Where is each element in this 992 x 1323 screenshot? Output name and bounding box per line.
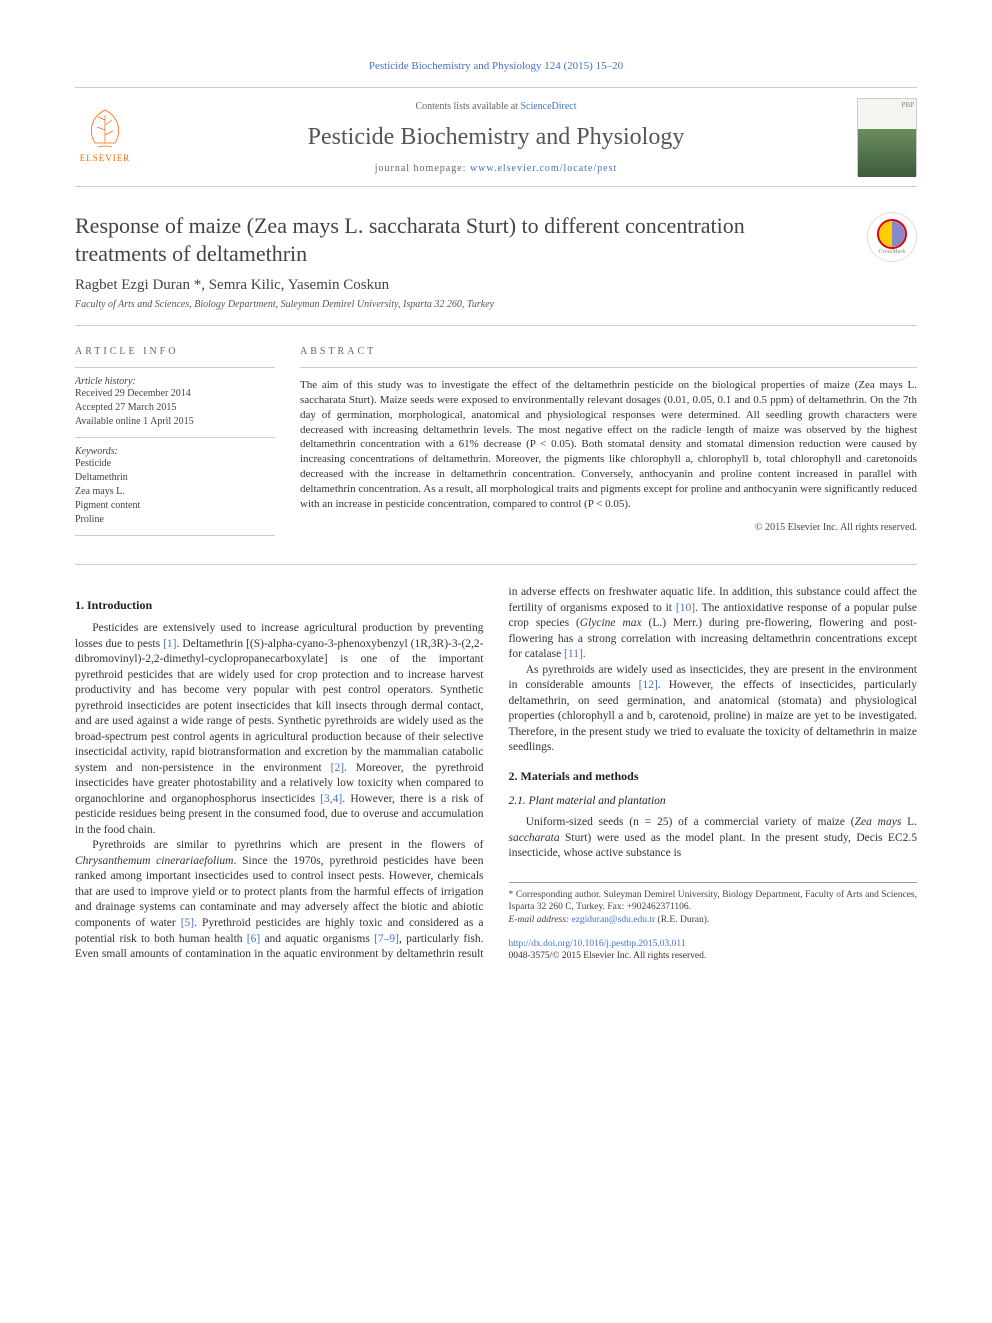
ref-7-9[interactable]: [7–9] (374, 933, 399, 945)
keywords-label: Keywords: (75, 446, 275, 457)
doi-block: http://dx.doi.org/10.1016/j.pestbp.2015.… (509, 938, 918, 963)
homepage-link[interactable]: www.elsevier.com/locate/pest (470, 163, 617, 174)
methods-heading: 2. Materials and methods (509, 768, 918, 784)
journal-cover-thumb[interactable]: PBP (857, 98, 917, 176)
keyword-5: Proline (75, 513, 275, 527)
corresponding-author-footnote: * Corresponding author. Suleyman Demirel… (509, 882, 918, 926)
species-name-3: Zea mays (855, 816, 902, 828)
text-span: and aquatic organisms (260, 933, 374, 945)
issn-line: 0048-3575/© 2015 Elsevier Inc. All right… (509, 950, 918, 962)
ref-5[interactable]: [5] (181, 917, 194, 929)
cover-letters: PBP (858, 99, 916, 129)
text-span: . (583, 648, 586, 660)
history-label: Article history: (75, 376, 275, 387)
crossmark-badge[interactable]: CrossMark (867, 212, 917, 262)
sciencedirect-link[interactable]: ScienceDirect (520, 101, 576, 112)
crossmark-label: CrossMark (879, 249, 906, 255)
abstract-label: ABSTRACT (300, 346, 917, 357)
text-span: L. (901, 816, 917, 828)
elsevier-label: ELSEVIER (80, 153, 131, 163)
doi-link[interactable]: http://dx.doi.org/10.1016/j.pestbp.2015.… (509, 939, 686, 949)
intro-p1: Pesticides are extensively used to incre… (75, 621, 484, 838)
affiliation: Faculty of Arts and Sciences, Biology De… (75, 299, 917, 310)
abstract-section: ABSTRACT The aim of this study was to in… (300, 346, 917, 544)
methods-p1: Uniform-sized seeds (n = 25) of a commer… (509, 815, 918, 862)
species-name-2: Glycine max (580, 617, 642, 629)
homepage-line: journal homepage: www.elsevier.com/locat… (135, 163, 857, 174)
top-citation: Pesticide Biochemistry and Physiology 12… (75, 60, 917, 72)
keyword-2: Deltamethrin (75, 471, 275, 485)
intro-heading: 1. Introduction (75, 597, 484, 613)
intro-p3: As pyrethroids are widely used as insect… (509, 663, 918, 756)
homepage-prefix: journal homepage: (375, 163, 470, 174)
corr-address: * Corresponding author. Suleyman Demirel… (509, 889, 918, 914)
abstract-copyright: © 2015 Elsevier Inc. All rights reserved… (300, 522, 917, 533)
ref-11[interactable]: [11] (564, 648, 583, 660)
methods-sub-1: 2.1. Plant material and plantation (509, 794, 918, 810)
history-online: Available online 1 April 2015 (75, 415, 275, 429)
keyword-4: Pigment content (75, 499, 275, 513)
elsevier-logo[interactable]: ELSEVIER (75, 105, 135, 170)
ref-10[interactable]: [10] (676, 602, 695, 614)
ref-12[interactable]: [12] (639, 679, 658, 691)
ref-3-4[interactable]: [3,4] (320, 793, 342, 805)
ref-6[interactable]: [6] (247, 933, 260, 945)
journal-header: ELSEVIER Contents lists available at Sci… (75, 87, 917, 187)
ref-2[interactable]: [2] (331, 762, 344, 774)
abstract-text: The aim of this study was to investigate… (300, 378, 917, 512)
ref-1[interactable]: [1] (163, 638, 176, 650)
keyword-1: Pesticide (75, 457, 275, 471)
article-header: Response of maize (Zea mays L. saccharat… (75, 212, 917, 326)
authors: Ragbet Ezgi Duran *, Semra Kilic, Yasemi… (75, 277, 917, 294)
species-name: Chrysanthemum cinerariaefolium (75, 855, 233, 867)
contents-line: Contents lists available at ScienceDirec… (135, 101, 857, 112)
text-span: Sturt) were used as the model plant. In … (509, 832, 918, 860)
keyword-3: Zea mays L. (75, 485, 275, 499)
history-accepted: Accepted 27 March 2015 (75, 401, 275, 415)
contents-prefix: Contents lists available at (415, 101, 520, 112)
text-span: Uniform-sized seeds (n = 25) of a commer… (526, 816, 855, 828)
email-label: E-mail address: (509, 915, 572, 925)
article-info-label: ARTICLE INFO (75, 346, 275, 357)
email-link[interactable]: ezgiduran@sdu.edu.tr (571, 915, 655, 925)
species-name-4: saccharata (509, 832, 560, 844)
text-span: Pyrethroids are similar to pyrethrins wh… (92, 839, 483, 851)
journal-title: Pesticide Biochemistry and Physiology (135, 124, 857, 151)
article-title: Response of maize (Zea mays L. saccharat… (75, 212, 775, 267)
article-body: 1. Introduction Pesticides are extensive… (75, 585, 917, 963)
history-received: Received 29 December 2014 (75, 387, 275, 401)
elsevier-tree-icon (80, 105, 130, 150)
email-after: (R.E. Duran). (655, 915, 709, 925)
text-span: . Deltamethrin [(S)-alpha-cyano-3-phenox… (75, 638, 484, 774)
article-info: ARTICLE INFO Article history: Received 2… (75, 346, 275, 544)
